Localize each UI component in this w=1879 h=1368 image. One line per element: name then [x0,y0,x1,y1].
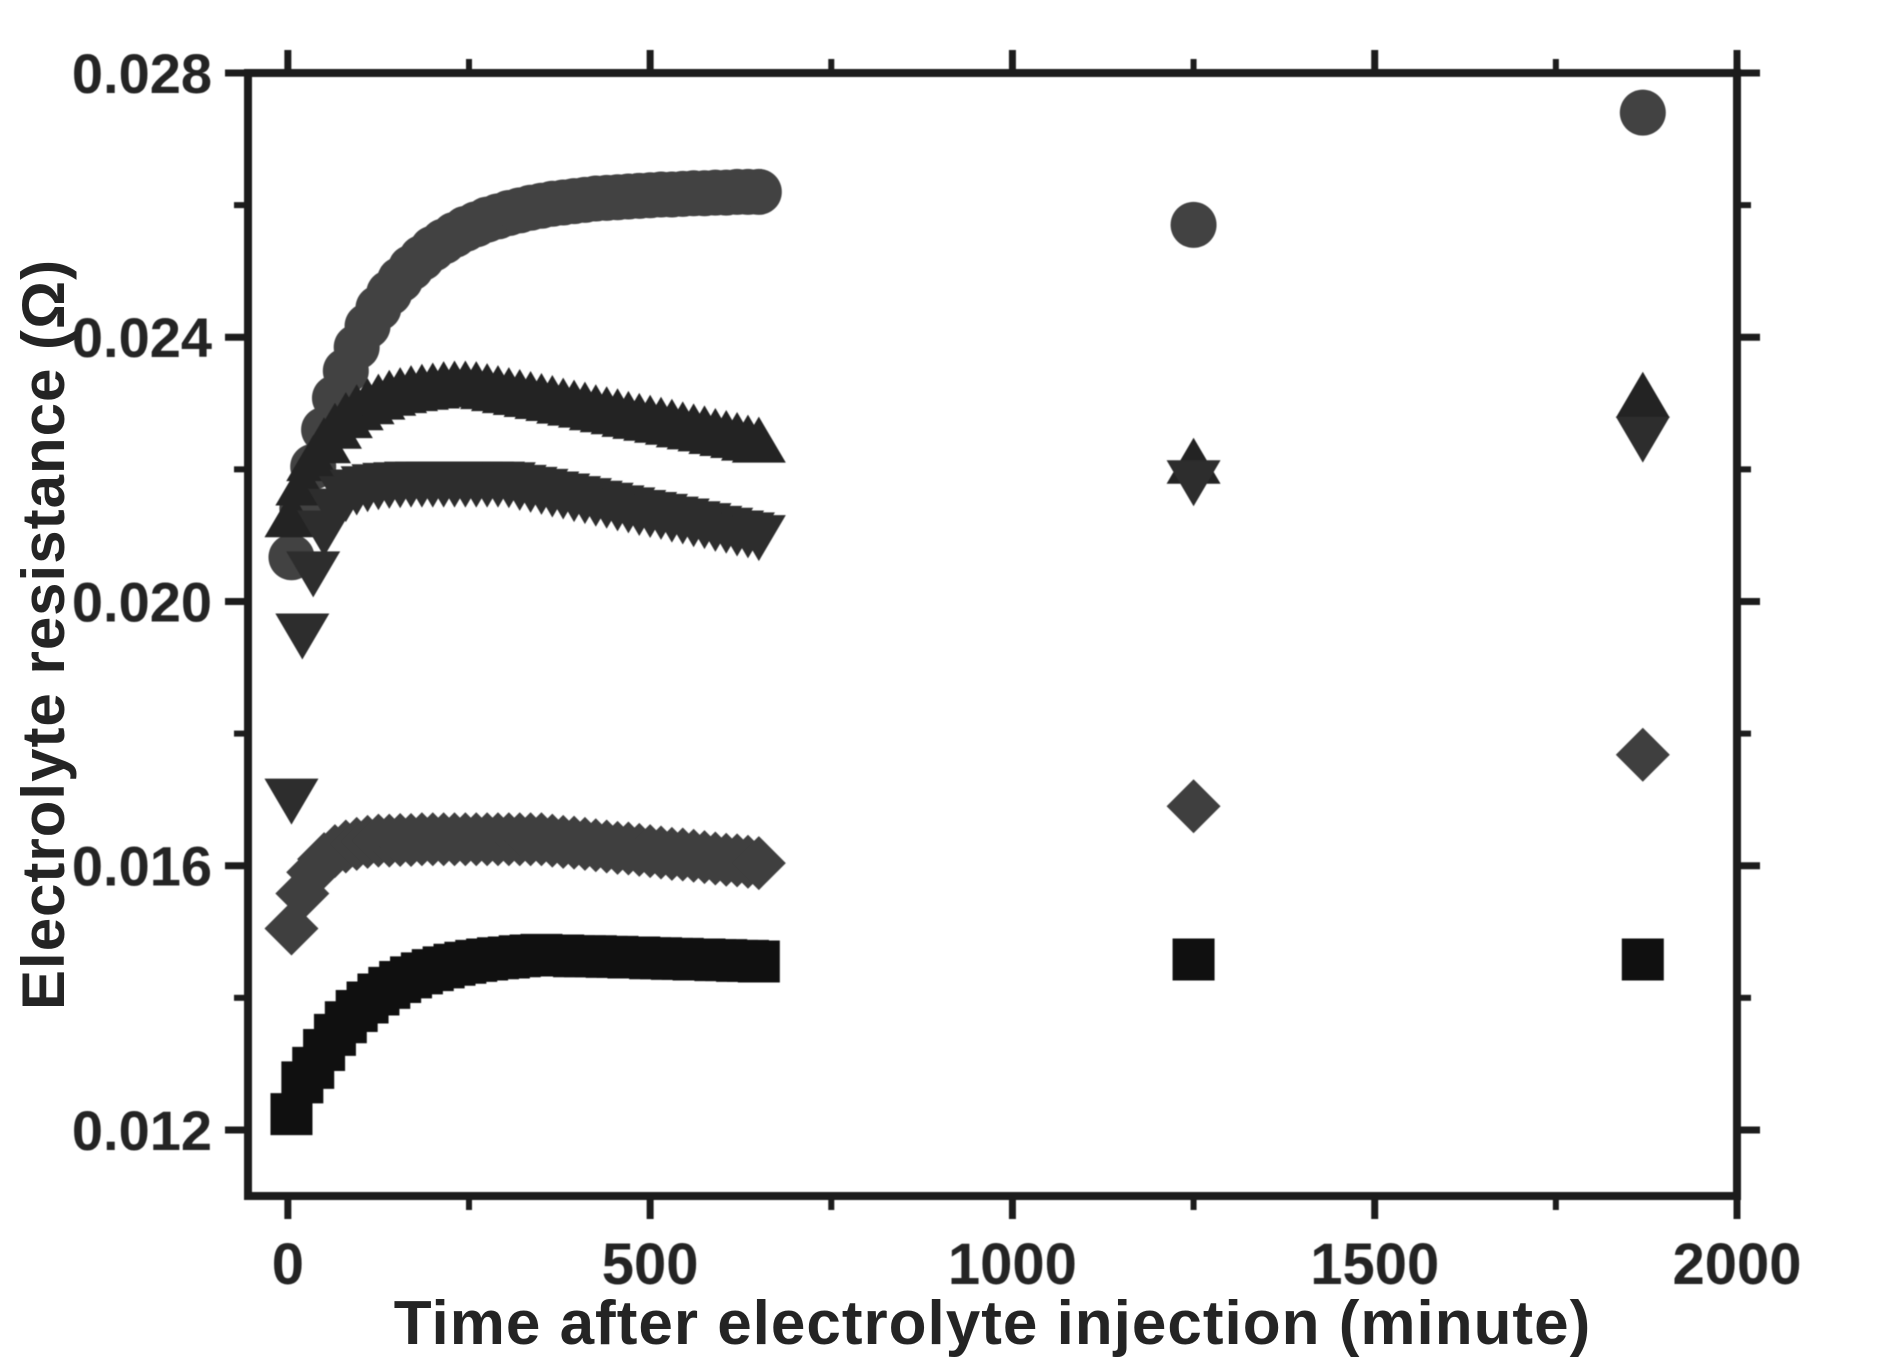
data-point-triangle-up-icon [1615,371,1670,418]
x-tick-label: 1500 [1310,1232,1439,1297]
x-axis-title: Time after electrolyte injection (minute… [393,1289,1592,1358]
x-tick-label: 500 [602,1232,699,1297]
data-point-triangle-down-icon [264,778,319,825]
series-down-triangles [264,416,1670,825]
y-tick-label: 0.020 [72,570,212,633]
data-point-square-icon [270,1093,313,1136]
y-tick-label: 0.016 [72,835,212,898]
data-point-triangle-down-icon [275,613,330,660]
series-squares [270,933,1664,1136]
x-tick-label: 1000 [948,1232,1077,1297]
plot-frame [244,69,1741,1200]
x-tick-label: 0 [272,1232,304,1297]
x-tick-label: 2000 [1672,1232,1801,1297]
data-point-circle-icon [1170,201,1217,248]
axis-ticks [225,50,1760,1219]
data-point-circle-icon [1619,89,1666,136]
data-point-triangle-down-icon [731,515,786,562]
data-point-diamond-icon [731,836,786,891]
series-up-triangles [264,360,1670,538]
data-point-diamond-icon [1615,727,1670,782]
data-point-diamond-icon [1166,779,1221,834]
y-tick-label: 0.012 [72,1099,212,1162]
data-point-triangle-down-icon [1166,460,1221,507]
series-circles [268,89,1666,581]
x-tick-labels: 0 500 1000 1500 2000 [272,1232,1802,1297]
data-point-triangle-up-icon [264,491,319,538]
series-diamonds [264,727,1670,956]
y-tick-label: 0.024 [72,306,212,369]
y-tick-labels: 0.012 0.016 0.020 0.024 0.028 [72,42,212,1162]
data-point-square-icon [1172,938,1215,981]
plot-border [244,69,1741,1200]
data-point-circle-icon [735,168,782,215]
y-axis-title: Electrolyte resistance (Ω) [10,258,77,1011]
data-point-square-icon [1621,938,1664,981]
data-point-triangle-down-icon [1615,416,1670,463]
data-point-square-icon [737,940,780,983]
y-tick-label: 0.028 [72,42,212,105]
data-point-triangle-up-icon [731,416,786,463]
data-point-triangle-down-icon [286,551,341,598]
